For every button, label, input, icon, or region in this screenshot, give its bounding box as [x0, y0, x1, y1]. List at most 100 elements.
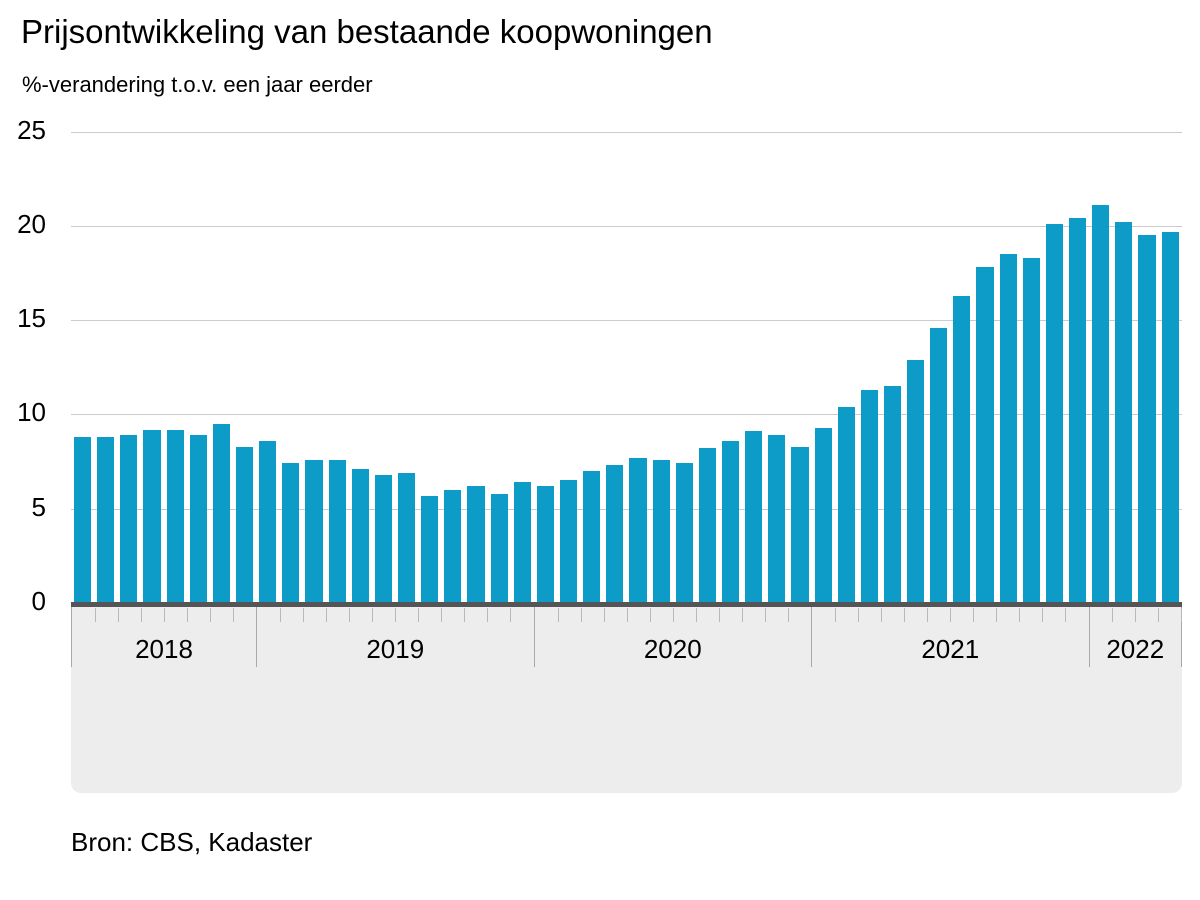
month-tick	[1112, 608, 1114, 622]
year-label-2021: 2021	[921, 634, 980, 664]
year-label-2022: 2022	[1106, 634, 1165, 664]
month-tick	[118, 608, 119, 622]
month-tick	[1065, 608, 1067, 622]
y-tick-label: 5	[31, 491, 46, 522]
bar-2021	[907, 359, 925, 603]
month-tick	[835, 608, 837, 622]
chart-subtitle: %-verandering t.o.v. een jaar eerder	[22, 72, 373, 97]
bar-2020	[745, 431, 763, 603]
month-tick	[233, 608, 234, 622]
month-tick	[603, 608, 605, 622]
bar-2021	[837, 406, 855, 603]
month-tick	[626, 608, 628, 622]
month-tick	[187, 608, 188, 622]
year-label-2018: 2018	[135, 634, 193, 664]
month-tick	[441, 608, 443, 622]
month-tick	[326, 608, 328, 622]
month-tick	[741, 608, 743, 622]
year-section-2020: 2020	[533, 607, 812, 667]
month-tick	[1042, 608, 1044, 622]
month-tick	[858, 608, 860, 622]
bar-2021	[814, 427, 832, 603]
year-section-2022: 2022	[1088, 607, 1182, 667]
bar-2018	[74, 437, 92, 603]
bar-2020	[675, 463, 693, 603]
bar-2019	[374, 474, 392, 603]
source-note: Bron: CBS, Kadaster	[71, 827, 313, 857]
month-tick	[395, 608, 397, 622]
gridline-15	[71, 320, 1182, 322]
bar-2019	[397, 472, 416, 603]
month-tick	[904, 608, 906, 622]
bar-2018	[120, 435, 138, 603]
bar-2018	[143, 429, 161, 603]
bar-2020	[536, 486, 554, 603]
bar-2020	[791, 446, 809, 603]
month-tick	[141, 608, 142, 622]
month-tick	[787, 608, 789, 622]
bar-2018	[189, 435, 207, 603]
month-tick	[349, 608, 351, 622]
month-tick	[1181, 608, 1182, 622]
bar-2019	[513, 482, 531, 603]
month-tick	[510, 608, 512, 622]
bar-2020	[721, 440, 740, 603]
bar-2019	[490, 493, 508, 603]
bar-2022	[1161, 231, 1179, 603]
year-section-2018: 2018	[71, 607, 256, 667]
bar-2019	[259, 440, 277, 603]
month-tick	[580, 608, 582, 622]
year-label-2019: 2019	[366, 634, 425, 664]
y-tick-label: 0	[31, 586, 46, 616]
bar-2019	[467, 486, 485, 603]
month-tick	[303, 608, 305, 622]
bar-2021	[999, 254, 1017, 603]
bar-2020	[629, 457, 647, 603]
bar-2021	[976, 267, 994, 603]
month-tick	[418, 608, 420, 622]
year-label-2020: 2020	[643, 634, 702, 664]
chart-title: Prijsontwikkeling van bestaande koopwoni…	[21, 13, 713, 50]
bar-2019	[444, 489, 462, 603]
bar-2020	[698, 448, 716, 603]
month-tick	[1158, 608, 1160, 622]
bar-2018	[212, 423, 230, 603]
bar-2020	[768, 435, 786, 603]
month-tick	[210, 608, 211, 622]
month-tick	[1135, 608, 1137, 622]
y-tick-label: 15	[17, 303, 46, 334]
bar-2020	[583, 471, 601, 603]
bar-2021	[930, 327, 948, 603]
month-tick	[649, 608, 651, 622]
bar-2018	[97, 437, 115, 603]
month-tick	[464, 608, 466, 622]
month-tick	[881, 608, 883, 622]
bar-2018	[166, 429, 184, 603]
month-tick	[718, 608, 720, 622]
gridline-5	[71, 508, 1182, 510]
bar-2022	[1138, 235, 1156, 603]
bar-2022	[1115, 222, 1133, 603]
month-tick	[280, 608, 282, 622]
bar-2020	[606, 465, 624, 603]
bar-2022	[1092, 205, 1110, 603]
month-tick	[557, 608, 559, 622]
year-section-2019: 2019	[256, 607, 534, 667]
bar-2019	[351, 469, 369, 603]
bar-2019	[421, 495, 439, 603]
gridline-25	[71, 131, 1182, 133]
month-tick	[95, 608, 96, 622]
month-tick	[372, 608, 374, 622]
y-tick-label: 10	[17, 397, 46, 428]
month-tick	[950, 608, 952, 622]
month-tick	[1019, 608, 1021, 622]
bar-2020	[559, 480, 578, 603]
month-tick	[487, 608, 489, 622]
month-tick	[927, 608, 929, 622]
bar-2019	[305, 459, 323, 603]
year-axis: 2018 2019 2020 2021 2022	[71, 607, 1182, 667]
bar-2021	[1045, 223, 1064, 603]
bar-2019	[328, 459, 346, 603]
bar-2021	[1069, 218, 1087, 603]
